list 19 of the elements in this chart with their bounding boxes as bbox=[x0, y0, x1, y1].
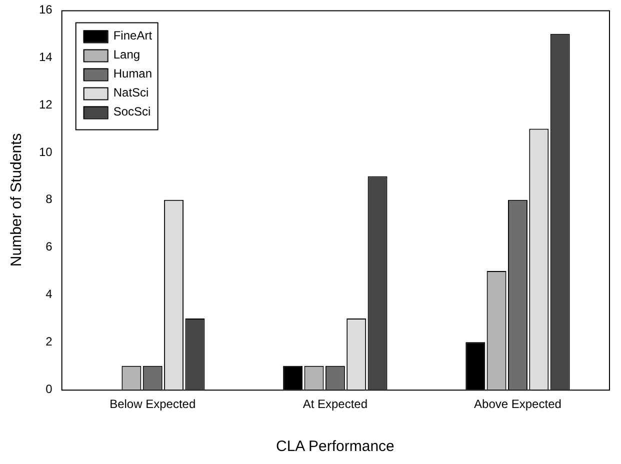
y-tick-label: 2 bbox=[46, 334, 53, 348]
y-axis-title: Number of Students bbox=[8, 133, 26, 267]
y-tick-label: 14 bbox=[38, 50, 53, 64]
x-tick-label: Above Expected bbox=[474, 397, 562, 412]
y-tick-label: 4 bbox=[46, 287, 53, 302]
legend-label: Lang bbox=[113, 48, 140, 62]
legend-label: SocSci bbox=[113, 104, 151, 119]
x-tick-label: Below Expected bbox=[110, 397, 196, 412]
legend-label: Human bbox=[113, 66, 152, 81]
y-tick-label: 16 bbox=[38, 2, 53, 17]
legend-label: NatSci bbox=[113, 86, 149, 100]
y-tick-label: 6 bbox=[46, 240, 53, 254]
y-tick-label: 0 bbox=[46, 382, 53, 396]
legend-label: FineArt bbox=[113, 28, 153, 43]
y-tick-label: 8 bbox=[46, 192, 53, 206]
y-tick-label: 10 bbox=[38, 144, 53, 159]
y-tick-label: 12 bbox=[38, 97, 53, 112]
x-axis-title: CLA Performance bbox=[276, 438, 394, 456]
x-tick-label: At Expected bbox=[302, 397, 368, 412]
